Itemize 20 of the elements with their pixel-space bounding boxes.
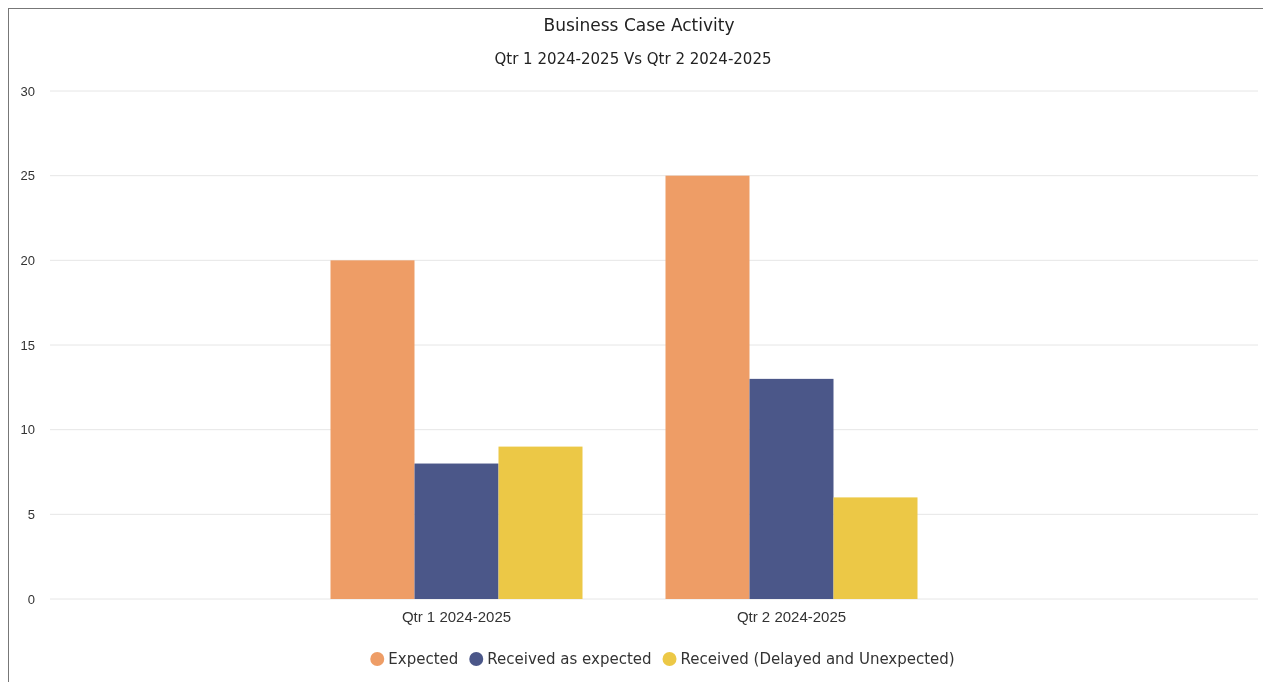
bar — [749, 378, 834, 599]
bar — [665, 175, 750, 599]
bar — [498, 446, 583, 599]
bar — [833, 497, 918, 599]
chart-subtitle: Qtr 1 2024-2025 Vs Qtr 2 2024-2025 — [494, 50, 772, 68]
legend-label: Received as expected — [487, 650, 652, 668]
chart-title: Business Case Activity — [543, 15, 735, 35]
x-tick-label: Qtr 1 2024-2025 — [401, 607, 512, 625]
y-tick-label: 0 — [27, 591, 35, 607]
legend-label: Expected — [388, 650, 459, 668]
y-tick-label: 5 — [27, 506, 35, 522]
x-tick-label: Qtr 2 2024-2025 — [736, 607, 847, 625]
y-tick-label: 20 — [20, 252, 35, 268]
y-tick-label: 15 — [20, 337, 35, 353]
y-tick-label: 25 — [20, 168, 35, 184]
y-tick-label: 30 — [20, 83, 35, 99]
bar — [414, 463, 499, 599]
bar — [330, 260, 415, 599]
legend-label: Received (Delayed and Unexpected) — [680, 650, 955, 668]
y-tick-label: 10 — [20, 422, 35, 438]
